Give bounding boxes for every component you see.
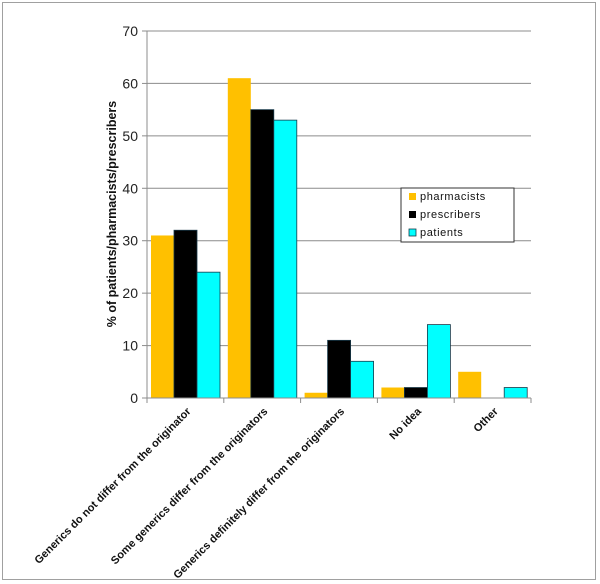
x-category-label: Generics do not differ from the originat… bbox=[32, 405, 194, 567]
y-tick-label: 10 bbox=[122, 338, 138, 354]
bar-prescribers bbox=[173, 229, 198, 399]
y-tick-label: 60 bbox=[122, 75, 138, 91]
bar-prescribers bbox=[250, 109, 275, 399]
chart-frame bbox=[2, 2, 596, 580]
bar-pharmacists bbox=[381, 387, 405, 398]
y-tick-label: 30 bbox=[122, 233, 138, 249]
legend-label-pharmacists: pharmacists bbox=[420, 191, 486, 203]
bar-patients bbox=[350, 360, 375, 399]
x-category-label: Some generics differ from the originator… bbox=[109, 406, 270, 567]
bar-pharmacists bbox=[151, 235, 174, 398]
bar-patients bbox=[503, 387, 528, 399]
y-tick-label: 50 bbox=[122, 128, 138, 144]
bar-patients bbox=[273, 119, 298, 399]
legend-label-patients: patients bbox=[420, 227, 463, 239]
legend-swatch-pharmacists bbox=[409, 193, 416, 200]
legend-box bbox=[400, 187, 515, 243]
legend-swatch-prescribers bbox=[409, 211, 416, 218]
legend: pharmacists prescribers patients bbox=[400, 187, 515, 243]
x-category-label: Other bbox=[471, 405, 501, 435]
bar-patients bbox=[426, 324, 451, 399]
bar-pharmacists bbox=[458, 371, 482, 398]
bar-patients bbox=[196, 271, 221, 399]
x-axis: Generics do not differ from the originat… bbox=[32, 397, 532, 582]
x-category-label: Generics definitely differ from the orig… bbox=[171, 406, 347, 582]
bar-pharmacists bbox=[227, 78, 251, 398]
bar-pharmacists bbox=[304, 392, 328, 398]
bars bbox=[151, 78, 528, 399]
bar-prescribers bbox=[403, 387, 428, 399]
y-tick-label: 20 bbox=[122, 285, 138, 301]
y-tick-label: 0 bbox=[130, 390, 138, 406]
y-axis-title: % of patients/pharmacists/prescribers bbox=[105, 101, 119, 328]
y-tick-label: 70 bbox=[122, 23, 138, 39]
x-category-label: No idea bbox=[387, 405, 424, 442]
legend-label-prescribers: prescribers bbox=[420, 209, 481, 221]
legend-swatch-patients bbox=[408, 228, 417, 237]
y-axis: 0 10 20 30 40 50 60 70 bbox=[122, 23, 148, 406]
y-tick-label: 40 bbox=[122, 180, 138, 196]
bar-prescribers bbox=[327, 339, 352, 399]
